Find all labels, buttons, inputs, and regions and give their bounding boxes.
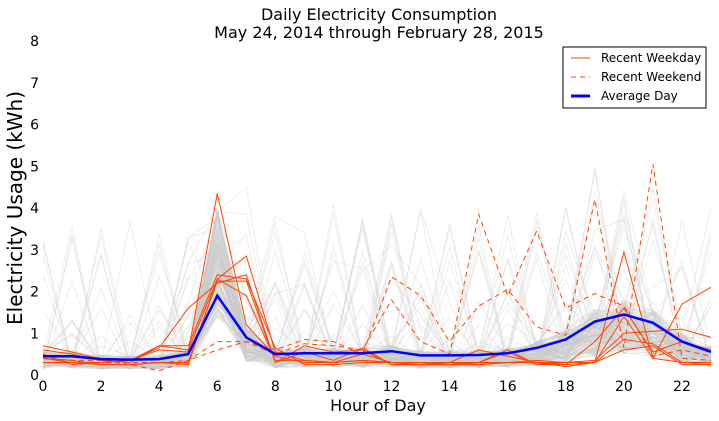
x-tick-label: 2 [97,379,106,395]
background-day-lines [42,167,712,370]
x-tick-label: 12 [383,379,401,395]
legend-label-weekday: Recent Weekday [601,51,701,65]
x-tick-label: 14 [441,379,459,395]
y-axis-ticks: 0 1 2 3 4 5 6 7 8 [30,34,39,384]
background-day-line [42,222,712,369]
background-day-line [42,291,712,369]
background-day-line [42,251,712,369]
background-day-line [42,251,712,368]
background-day-line [42,274,712,368]
x-tick-label: 6 [213,379,222,395]
chart-subtitle: May 24, 2014 through February 28, 2015 [214,23,544,42]
background-day-line [42,276,712,366]
x-tick-label: 8 [271,379,280,395]
x-tick-label: 22 [673,379,691,395]
background-day-line [42,240,712,366]
x-axis-label: Hour of Day [330,396,426,415]
y-tick-label: 1 [30,326,39,342]
background-day-line [42,201,712,368]
background-day-line [42,263,712,368]
background-day-line [42,278,712,369]
background-day-line [42,235,712,368]
background-day-line [42,257,712,369]
y-tick-label: 8 [30,34,39,50]
background-day-line [42,309,712,368]
background-day-line [42,245,712,370]
background-day-line [42,216,712,370]
x-tick-label: 18 [557,379,575,395]
background-day-line [42,278,712,368]
chart-title: Daily Electricity Consumption [261,5,497,24]
background-day-line [42,213,712,370]
background-day-line [42,227,712,368]
average-day-line [43,293,712,361]
background-day-line [42,228,712,370]
y-tick-label: 2 [30,285,39,301]
background-day-line [42,209,712,369]
series-lines [42,164,712,372]
y-tick-label: 7 [30,76,39,92]
legend-label-weekend: Recent Weekend [601,70,701,84]
background-day-line [42,224,712,368]
background-day-line [42,246,712,369]
weekend-line [43,212,712,363]
y-tick-label: 6 [30,118,39,134]
background-day-line [42,263,712,366]
y-tick-label: 3 [30,243,39,259]
background-day-line [42,240,712,370]
background-day-line [42,171,712,369]
background-day-line [42,248,712,370]
background-day-line [42,244,712,369]
background-day-line [42,251,712,369]
x-tick-label: 16 [499,379,517,395]
background-day-line [42,213,712,370]
background-day-line [42,312,712,369]
legend-box [562,46,707,109]
x-tick-label: 4 [155,379,164,395]
background-day-line [42,228,712,369]
x-tick-label: 20 [615,379,633,395]
legend: Recent Weekday Recent Weekend Average Da… [562,46,707,109]
x-axis-ticks: 0 2 4 6 8 10 12 14 16 18 20 22 [39,379,691,395]
legend-label-average: Average Day [601,89,678,103]
background-day-line [42,269,712,370]
weekend-line [42,164,712,372]
background-day-line [42,216,712,369]
background-day-line [42,196,712,370]
background-day-line [42,271,712,369]
y-tick-label: 0 [30,368,39,384]
background-day-line [42,289,712,369]
background-day-line [42,251,712,368]
background-day-line [42,232,712,368]
x-tick-label: 10 [325,379,343,395]
background-day-line [42,212,712,369]
y-tick-label: 5 [30,159,39,175]
background-day-line [42,242,712,368]
weekday-line [42,274,712,366]
background-day-line [42,260,712,370]
background-day-line [42,244,712,369]
weekday-line [42,274,712,366]
background-day-line [42,233,712,368]
background-day-line [42,277,712,367]
y-tick-label: 4 [30,201,39,217]
background-day-line [42,240,712,368]
background-day-line [42,274,712,368]
background-day-line [42,272,712,367]
background-day-line [42,219,712,370]
background-day-line [42,257,712,368]
background-day-line [42,253,712,368]
background-day-line [42,261,712,370]
background-day-line [42,207,712,370]
background-day-line [42,299,712,367]
x-tick-label: 0 [39,379,48,395]
background-day-line [42,251,712,369]
background-day-line [42,259,712,370]
background-day-line [42,289,712,365]
y-axis-label: Electricity Usage (kWh) [3,91,27,325]
